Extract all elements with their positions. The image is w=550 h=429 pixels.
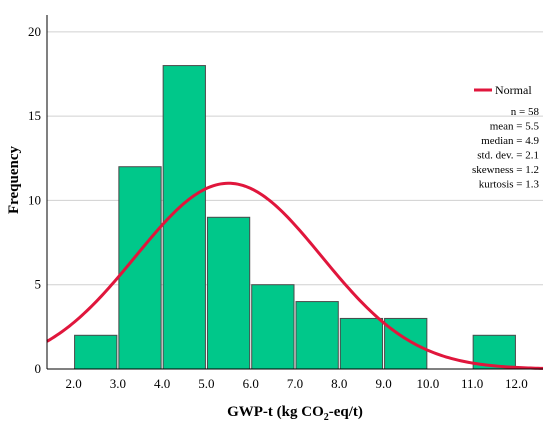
x-tick-label: 9.0 <box>375 376 391 391</box>
histogram-bar <box>384 317 428 370</box>
x-tick-label: 12.0 <box>505 376 528 391</box>
stat-line: std. dev. = 2.1 <box>477 150 539 162</box>
stat-line: kurtosis = 1.3 <box>479 179 540 191</box>
histogram-bar <box>74 334 118 370</box>
x-axis-title: GWP-t (kg CO2-eq/t) <box>227 404 363 423</box>
x-tick-label: 6.0 <box>243 376 259 391</box>
legend: Normal <box>474 83 532 97</box>
histogram-bar <box>251 284 295 370</box>
x-tick-label: 8.0 <box>331 376 347 391</box>
x-tick-label: 3.0 <box>110 376 126 391</box>
y-axis-title: Frequency <box>6 145 22 214</box>
x-tick-labels: 2.0 3.0 4.0 5.0 6.0 7.0 8.0 9.0 10.0 11.0 12.0 <box>65 376 527 391</box>
histogram-bar <box>206 216 251 370</box>
x-axis-title-main: GWP-t (kg CO <box>227 404 324 420</box>
stats-box: n = 58 mean = 5.5 median = 4.9 std. dev. = … <box>472 106 540 191</box>
x-axis-title-subscript: 2 <box>324 412 329 423</box>
x-axis-title-end: -eq/t) <box>329 404 363 420</box>
y-tick-label: 5 <box>35 277 42 292</box>
stat-line: median = 4.9 <box>481 135 539 147</box>
y-tick-labels: 0 5 10 15 20 <box>28 24 41 376</box>
y-tick-label: 0 <box>35 361 42 376</box>
x-tick-label: 2.0 <box>65 376 81 391</box>
x-tick-label: 5.0 <box>198 376 214 391</box>
stat-line: mean = 5.5 <box>490 121 540 133</box>
x-tick-label: 4.0 <box>154 376 170 391</box>
bars <box>74 65 516 370</box>
histogram-bar <box>339 317 384 370</box>
x-tick-label: 10.0 <box>416 376 439 391</box>
y-tick-label: 15 <box>28 108 41 123</box>
x-tick-label: 11.0 <box>461 376 483 391</box>
normal-curve <box>46 181 544 370</box>
y-tick-label: 20 <box>28 24 41 39</box>
stat-line: n = 58 <box>511 106 540 118</box>
y-tick-label: 10 <box>28 192 41 207</box>
histogram-bar <box>295 301 339 370</box>
legend-label: Normal <box>495 83 532 97</box>
x-tick-label: 7.0 <box>287 376 303 391</box>
stat-line: skewness = 1.2 <box>472 164 539 176</box>
